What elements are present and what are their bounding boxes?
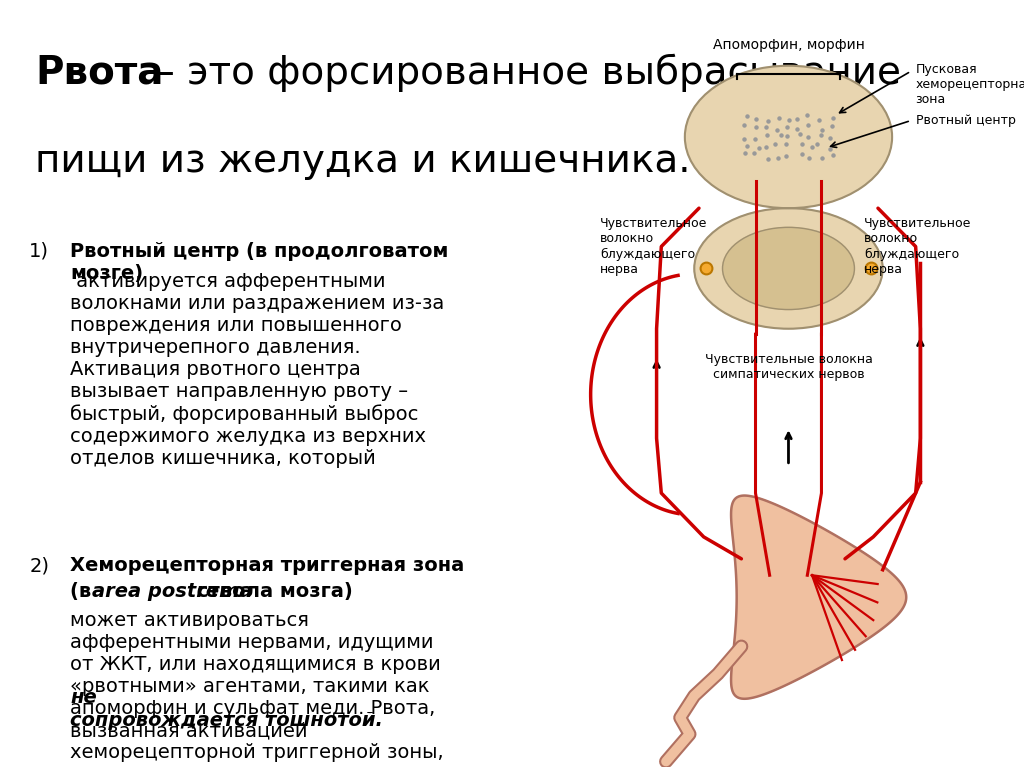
Text: активируется афферентными
волокнами или раздражением из-за
повреждения или повыш: активируется афферентными волокнами или … bbox=[70, 272, 444, 468]
Text: Чувствительные волокна
симпатических нервов: Чувствительные волокна симпатических нер… bbox=[705, 353, 872, 381]
Text: Рвота: Рвота bbox=[35, 54, 164, 92]
Text: сопровождается тошнотой.: сопровождается тошнотой. bbox=[70, 689, 383, 729]
Text: Апоморфин, морфин: Апоморфин, морфин bbox=[713, 38, 864, 52]
Text: Чувствительное
волокно
блуждающего
нерва: Чувствительное волокно блуждающего нерва bbox=[600, 218, 708, 275]
Text: area postrema: area postrema bbox=[92, 582, 253, 601]
Text: Хеморецепторная триггерная зона: Хеморецепторная триггерная зона bbox=[70, 556, 464, 575]
Text: (в: (в bbox=[70, 582, 98, 601]
Polygon shape bbox=[731, 495, 906, 699]
Text: ствола мозга): ствола мозга) bbox=[189, 582, 352, 601]
Text: пищи из желудка и кишечника.: пищи из желудка и кишечника. bbox=[35, 142, 690, 180]
Ellipse shape bbox=[694, 208, 883, 329]
Text: Рвотный центр (в продолговатом
мозге): Рвотный центр (в продолговатом мозге) bbox=[70, 242, 449, 282]
Text: – это форсированное выбрасывание: – это форсированное выбрасывание bbox=[143, 54, 901, 92]
Text: может активироваться
афферентными нервами, идущими
от ЖКТ, или находящимися в кр: может активироваться афферентными нервам… bbox=[70, 611, 443, 762]
Text: Чувствительное
волокно
блуждающего
нерва: Чувствительное волокно блуждающего нерва bbox=[864, 218, 971, 275]
Text: 2): 2) bbox=[29, 556, 49, 575]
Text: Рвотный центр: Рвотный центр bbox=[915, 114, 1016, 127]
Text: не: не bbox=[70, 688, 97, 707]
Ellipse shape bbox=[685, 66, 892, 208]
Text: Пусковая
хеморецепторная
зона: Пусковая хеморецепторная зона bbox=[915, 63, 1024, 106]
Ellipse shape bbox=[723, 227, 854, 310]
Text: 1): 1) bbox=[29, 242, 49, 261]
